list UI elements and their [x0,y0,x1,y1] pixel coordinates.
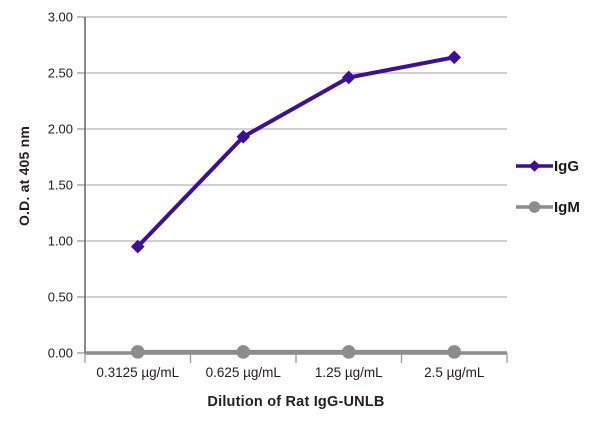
y-tick-label: 1.50 [48,178,73,193]
igg-line-swatch [516,158,553,174]
legend-label-igm: IgM [554,198,580,216]
x-tick-label: 0.625 µg/mL [206,365,282,380]
y-axis-title: O.D. at 405 nm [16,125,32,227]
y-tick-label: 2.50 [48,66,73,81]
x-tick-label: 2.5 µg/mL [424,365,485,380]
legend-item-igg: IgG [516,156,579,176]
y-tick-label: 1.00 [48,234,73,249]
y-tick-label: 0.00 [48,346,73,361]
x-axis-title: Dilution of Rat IgG-UNLB [207,394,385,410]
y-tick-label: 3.00 [48,10,73,25]
legend-item-igm: IgM [516,197,580,217]
igm-swatch-graphic [516,201,553,213]
legend-label-igg: IgG [554,157,579,175]
series-igm-marker [447,345,462,359]
series-igg-marker [130,239,145,254]
series-igm-marker [130,345,145,359]
series-igg-line [135,55,457,249]
igm-line-swatch [516,199,553,215]
x-tick-label: 1.25 µg/mL [315,365,383,380]
legend-marker [528,160,541,172]
x-tick-label: 0.3125 µg/mL [96,365,179,380]
y-tick-label: 0.50 [48,290,73,305]
series-igg-marker [236,130,251,144]
series-igm-marker [341,345,356,359]
series-igm-marker [236,345,251,359]
y-tick-label: 2.00 [48,122,73,137]
igg-swatch-graphic [516,160,553,172]
series-igg-marker [341,70,356,85]
legend-marker [528,201,541,213]
series-igg-marker [447,50,462,65]
